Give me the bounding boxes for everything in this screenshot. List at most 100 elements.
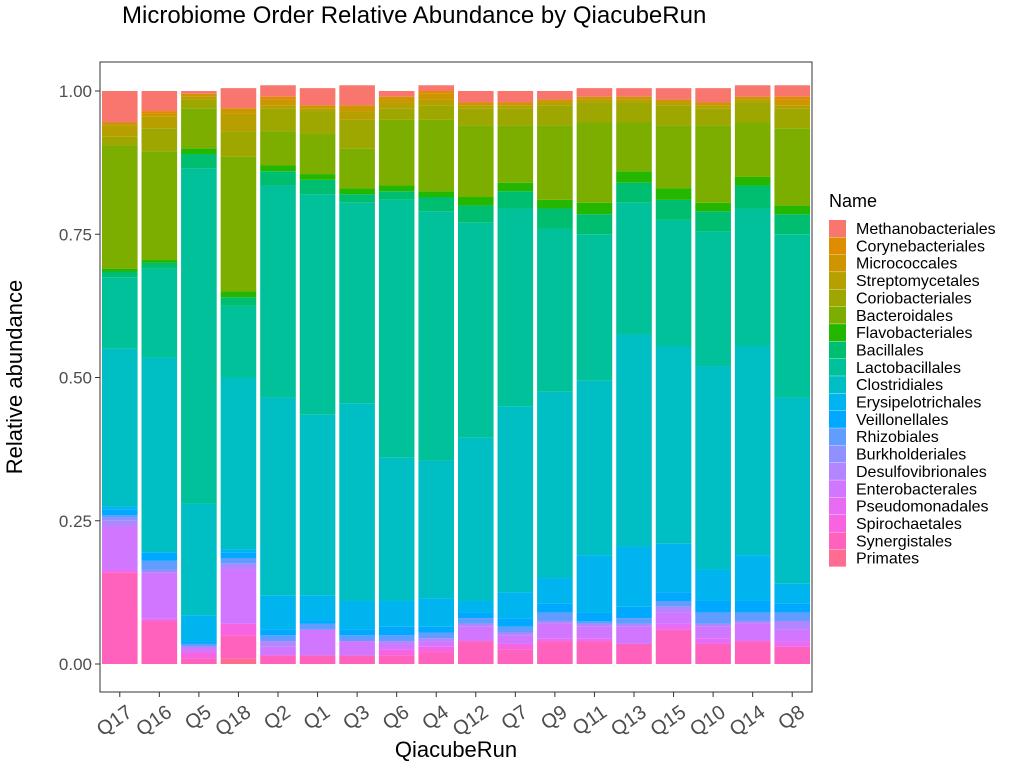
bar-segment-Q17-veillonellales	[101, 509, 138, 516]
bar-segment-Q14-micrococcales	[734, 96, 771, 100]
bar-segment-Q9-synergistales	[537, 641, 573, 664]
bar-segment-Q13-micrococcales	[616, 96, 652, 100]
bar-segment-Q16-bacteroidales	[141, 151, 178, 261]
bar-segment-Q10-desulfovibrionales	[695, 623, 731, 627]
legend-label-erysipelotrichales: Erysipelotrichales	[856, 395, 981, 412]
bar-segment-Q11-clostridiales	[576, 380, 613, 556]
bar-segment-Q16-veillonellales	[141, 552, 178, 561]
bar-segment-Q15-coriobacteriales	[655, 105, 692, 126]
bar-segment-Q2-clostridiales	[260, 397, 296, 596]
bar-segment-Q11-streptomycetales	[576, 99, 613, 103]
bar-segment-Q3-streptomycetales	[339, 111, 375, 120]
bar-segment-Q6-desulfovibrionales	[378, 641, 415, 644]
bar-segment-Q1-micrococcales	[299, 105, 336, 109]
bar-segment-Q4-veillonellales	[418, 626, 455, 633]
bar-segment-Q3-micrococcales	[339, 105, 375, 112]
bar-segment-Q8-pseudomonadales	[774, 641, 811, 647]
bar-segment-Q1-bacteroidales	[299, 133, 336, 175]
bar-segment-Q3-veillonellales	[339, 629, 375, 636]
bar-segment-Q17-burkholderiales	[101, 517, 138, 521]
legend-key-desulfovibrionales	[829, 462, 846, 480]
bar-segment-Q15-enterobacterales	[655, 612, 692, 624]
bar-segment-Q6-lactobacillales	[378, 199, 415, 458]
bar-segment-Q7-lactobacillales	[497, 208, 534, 407]
legend-label-synergistales: Synergistales	[856, 533, 952, 550]
bar-segment-Q10-clostridiales	[695, 366, 731, 570]
bar-segment-Q6-bacteroidales	[378, 119, 415, 186]
bar-segment-Q3-coriobacteriales	[339, 119, 375, 149]
bar-segment-Q14-veillonellales	[734, 600, 771, 613]
bar-segment-Q13-coriobacteriales	[616, 102, 652, 123]
bar-segment-Q8-lactobacillales	[774, 234, 811, 398]
bar-segment-Q12-desulfovibrionales	[457, 623, 494, 627]
bar-segment-Q11-lactobacillales	[576, 234, 613, 381]
bar-segment-Q3-bacteroidales	[339, 148, 375, 189]
bar-segment-Q10-methanobacteriales	[695, 88, 731, 103]
bar-segment-Q13-enterobacterales	[616, 626, 652, 644]
bar-segment-Q18-enterobacterales	[220, 569, 257, 624]
legend-key-spirochaetales	[829, 514, 846, 532]
bar-segment-Q18-micrococcales	[220, 108, 257, 114]
x-tick-label-Q8: Q8	[774, 701, 808, 734]
bar-segment-Q1-enterobacterales	[299, 629, 336, 656]
bar-segment-Q10-enterobacterales	[695, 626, 731, 639]
bar-segment-Q10-synergistales	[695, 643, 731, 664]
bar-segment-Q16-streptomycetales	[141, 116, 178, 129]
bar-segment-Q9-coriobacteriales	[537, 105, 573, 126]
bar-segment-Q16-corynebacteriales	[141, 111, 178, 114]
bar-segment-Q2-synergistales	[260, 655, 296, 664]
legend-label-flavobacteriales: Flavobacteriales	[856, 325, 973, 342]
bar-segment-Q14-coriobacteriales	[734, 102, 771, 123]
bar-segment-Q14-flavobacteriales	[734, 176, 771, 186]
bar-segment-Q7-synergistales	[497, 649, 534, 664]
bar-segment-Q17-micrococcales	[101, 122, 138, 126]
bar-segment-Q16-bacillales	[141, 262, 178, 269]
bar-segment-Q7-rhizobiales	[497, 626, 534, 633]
legend-label-corynebacteriales: Corynebacteriales	[856, 238, 985, 255]
y-axis: 0.00 0.25 0.50 0.75 1.00	[59, 82, 100, 674]
bar-segment-Q10-rhizobiales	[695, 612, 731, 624]
bar-segment-Q4-rhizobiales	[418, 632, 455, 639]
bar-segment-Q12-erysipelotrichales	[457, 600, 494, 613]
bar-segment-Q11-enterobacterales	[576, 626, 613, 639]
bar-segment-Q14-rhizobiales	[734, 612, 771, 622]
legend-label-burkholderiales: Burkholderiales	[856, 447, 966, 464]
bar-segment-Q13-methanobacteriales	[616, 88, 652, 97]
bar-segment-Q16-clostridiales	[141, 357, 178, 553]
bar-segment-Q2-micrococcales	[260, 99, 296, 106]
bar-segment-Q15-pseudomonadales	[655, 623, 692, 630]
bar-segment-Q14-desulfovibrionales	[734, 621, 771, 624]
bar-segment-Q13-veillonellales	[616, 606, 652, 619]
bar-segment-Q15-desulfovibrionales	[655, 606, 692, 613]
bar-segment-Q5-coriobacteriales	[181, 99, 217, 109]
bar-segment-Q4-synergistales	[418, 652, 455, 664]
bar-segment-Q3-enterobacterales	[339, 641, 375, 656]
legend-key-lactobacillales	[829, 358, 846, 376]
x-tick-label-Q10: Q10	[686, 701, 730, 741]
bar-segment-Q1-streptomycetales	[299, 108, 336, 112]
bar-segment-Q18-spirochaetales	[220, 623, 257, 636]
bar-segment-Q13-desulfovibrionales	[616, 623, 652, 627]
bar-segment-Q5-erysipelotrichales	[181, 615, 217, 642]
legend-label-clostridiales: Clostridiales	[856, 377, 943, 394]
legend-label-veillonellales: Veillonellales	[856, 412, 949, 429]
bar-segment-Q9-rhizobiales	[537, 612, 573, 622]
bar-segment-Q7-bacillales	[497, 191, 534, 209]
bar-segment-Q5-flavobacteriales	[181, 148, 217, 155]
y-tick-label: 0.50	[59, 369, 92, 388]
bar-segment-Q9-enterobacterales	[537, 623, 573, 639]
legend-key-erysipelotrichales	[829, 393, 846, 411]
bar-segment-Q15-bacteroidales	[655, 125, 692, 189]
bar-segment-Q11-synergistales	[576, 641, 613, 664]
bar-segment-Q10-micrococcales	[695, 102, 731, 106]
bar-segment-Q14-clostridiales	[734, 345, 771, 556]
bar-segment-Q12-lactobacillales	[457, 222, 494, 438]
bar-segment-Q17-lactobacillales	[101, 277, 138, 349]
bar-segment-Q12-enterobacterales	[457, 626, 494, 642]
bar-segment-Q11-bacteroidales	[576, 122, 613, 203]
bar-segment-Q12-veillonellales	[457, 612, 494, 619]
bar-segment-Q18-rhizobiales	[220, 558, 257, 564]
x-tick-label-Q15: Q15	[647, 701, 691, 741]
bar-segment-Q2-methanobacteriales	[260, 85, 296, 97]
